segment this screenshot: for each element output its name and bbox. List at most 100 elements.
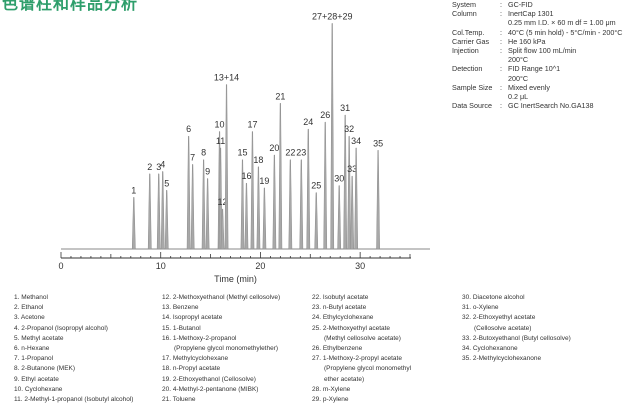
compound-item: 33. 2-Butoxyethanol (Butyl cellosolve) (462, 334, 571, 342)
peak-label: 13+14 (214, 73, 239, 83)
x-axis-label: Time (min) (214, 274, 257, 284)
peak (240, 159, 245, 250)
condition-row: Injection: Split flow 100 mL/min (452, 46, 622, 55)
condition-row: 0.2 μL (452, 92, 622, 101)
peak (323, 121, 328, 250)
condition-colon: : (500, 9, 502, 19)
compound-item: 10. Cyclohexane (14, 385, 63, 393)
peak (306, 128, 311, 250)
compound-item: (Methyl cellosolve acetate) (324, 334, 401, 342)
compound-item: 13. Benzene (162, 304, 199, 312)
x-tick-label: 30 (355, 261, 365, 271)
peak-label: 27+28+29 (312, 11, 353, 21)
condition-colon: : (500, 46, 502, 56)
compound-item: 9. Ethyl acetate (14, 375, 59, 383)
peak-label: 1 (131, 185, 136, 195)
peak-label: 7 (190, 152, 195, 162)
condition-key: Carrier Gas (452, 36, 490, 46)
peak (376, 150, 380, 250)
peak (354, 147, 359, 250)
conditions-table: System: GC-FID Column: InertCap 1301 0.25 mm… (452, 0, 622, 110)
compound-item: (Cellosolve acetate) (474, 324, 532, 332)
compound-item: 20. 4-Methyl-2-pentanone (MIBK) (162, 385, 259, 393)
peak (186, 135, 191, 250)
compound-item: 3. Acetone (14, 314, 45, 322)
peak (220, 208, 225, 250)
compound-item: 22. Isobutyl acetate (312, 294, 369, 301)
condition-row: Detection: FID Range 10^1 (452, 64, 622, 73)
condition-value: InertCap 1301 (508, 9, 554, 19)
compound-item: 4. 2-Propanol (Isopropyl alcohol) (14, 324, 108, 332)
condition-key: Data Source (452, 101, 492, 111)
condition-colon: : (500, 36, 502, 46)
peak-label: 2 (147, 162, 152, 172)
peak-label: 24 (303, 117, 313, 127)
condition-key: Column (452, 9, 477, 19)
peak (224, 84, 229, 250)
peak (347, 135, 352, 250)
compound-item: 23. n-Butyl acetate (312, 304, 367, 312)
peak-label: 11 (216, 136, 225, 146)
compound-item: 21. Toluene (162, 395, 196, 403)
condition-value: 0.25 mm I.D. × 60 m df = 1.00 μm (508, 18, 616, 28)
compound-item: (Propylene glycol monomethylether) (174, 344, 279, 352)
peak-label: 17 (247, 120, 257, 130)
legend-col-3: 22. Isobutyl acetate 23. n-Butyl acetate 2… (312, 293, 411, 405)
condition-key: System (452, 0, 476, 9)
compound-item: 19. 2-Ethoxyethanol (Cellosolve) (162, 375, 256, 383)
condition-value: GC-FID (508, 0, 533, 9)
compound-item: 26. Ethylbenzene (312, 344, 363, 352)
compound-item: ether acetate) (324, 375, 365, 383)
x-tick-label: 20 (255, 261, 265, 271)
compound-item: 7. 1-Propanol (14, 355, 54, 363)
condition-value: 200°C (508, 73, 529, 83)
condition-row: Col.Temp.:40°C (5 min hold) - 5°C/min - … (452, 28, 622, 37)
compound-item: 11. 2-Methyl-1-propanol (Isobutyl alcoho… (14, 395, 134, 403)
peak (330, 23, 335, 250)
condition-key: Detection (452, 64, 483, 74)
peak-label: 19 (259, 176, 269, 186)
condition-value: 40°C (5 min hold) - 5°C/min - 200°C (508, 27, 623, 37)
compound-item: 24. Ethylcyclohexane (312, 314, 374, 322)
condition-row: Column: InertCap 1301 (452, 9, 622, 18)
compound-item: 2. Ethanol (14, 304, 44, 312)
condition-row: 0.25 mm I.D. × 60 m df = 1.00 μm (452, 18, 622, 27)
condition-colon: : (500, 27, 502, 37)
peak-label: 32 (344, 124, 354, 134)
peak-label: 31 (340, 103, 350, 113)
condition-value: 0.2 μL (508, 92, 529, 102)
peak-label: 12 (218, 197, 228, 207)
peak-label: 30 (334, 174, 344, 184)
peak-label: 23 (296, 148, 306, 158)
condition-colon: : (500, 64, 502, 74)
peak (350, 175, 355, 250)
compound-item: (Propylene glycol monomethyl (324, 365, 412, 373)
peak-label: 5 (164, 178, 169, 188)
peak-label: 34 (351, 136, 361, 146)
peak (131, 197, 136, 250)
peak (160, 171, 165, 250)
compound-item: 32. 2-Ethoxyethyl acetate (462, 314, 536, 322)
condition-colon: : (500, 101, 502, 111)
legend-col-4: 30. Diacetone alcohol 31. o-Xylene 32. 2-E… (462, 293, 571, 364)
peak (278, 103, 283, 250)
peak (262, 187, 267, 250)
condition-row: Sample Size: Mixed evenly (452, 83, 622, 92)
peak (147, 173, 152, 250)
compound-item: 18. n-Propyl acetate (162, 365, 221, 373)
condition-value: FID Range 10^1 (508, 64, 561, 74)
peak-label: 33 (347, 164, 357, 174)
compound-item: 34. Cyclohexanone (462, 344, 518, 352)
condition-value: He 160 kPa (508, 36, 546, 46)
condition-value: GC InertSearch No.GA138 (508, 101, 594, 111)
peak (314, 192, 319, 250)
peak-label: 8 (201, 148, 206, 158)
compound-item: 27. 1-Methoxy-2-propyl acetate (312, 355, 402, 363)
x-tick-label: 10 (156, 261, 166, 271)
condition-row: Carrier Gas: He 160 kPa (452, 37, 622, 46)
compound-item: 1. Methanol (14, 294, 48, 301)
peak-label: 10 (215, 120, 225, 130)
condition-key: Col.Temp. (452, 27, 485, 37)
condition-row: 200°C (452, 74, 622, 83)
peak (343, 114, 348, 250)
